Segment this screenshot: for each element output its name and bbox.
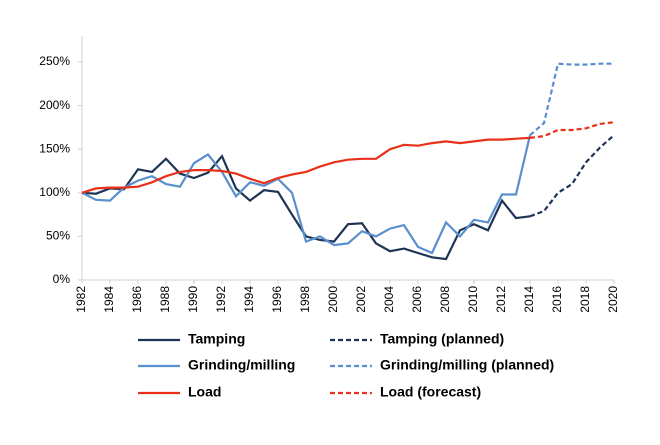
series-line [529, 121, 615, 139]
series-line [81, 154, 531, 261]
x-tick-label: 1992 [214, 286, 228, 313]
x-tick-label: 2014 [522, 286, 536, 313]
x-tick-label: 1990 [186, 286, 200, 313]
y-tick-label: 50% [46, 229, 70, 243]
series-line [529, 134, 615, 218]
y-tick-label: 150% [39, 141, 70, 155]
x-tick-label: 1996 [270, 286, 284, 313]
series-line [81, 134, 532, 255]
legend-label: Load (forecast) [380, 384, 481, 400]
x-tick-label: 2018 [578, 286, 592, 313]
x-tick-label: 1984 [102, 286, 116, 313]
legend-label: Grinding/milling [188, 357, 295, 373]
x-tick-label: 1982 [74, 286, 88, 313]
x-tick-label: 2012 [494, 286, 508, 313]
y-tick-label: 100% [39, 185, 70, 199]
series-line [529, 62, 614, 137]
legend-label: Tamping (planned) [380, 331, 504, 347]
x-tick-label: 1986 [130, 286, 144, 313]
x-tick-label: 2000 [326, 286, 340, 313]
x-tick-label: 1994 [242, 286, 256, 313]
x-tick-label: 2002 [354, 286, 368, 313]
y-tick-label: 200% [39, 98, 70, 112]
legend-label: Tamping [188, 331, 245, 347]
x-tick-label: 2010 [466, 286, 480, 313]
y-tick-label: 0% [53, 272, 71, 286]
x-tick-label: 1998 [298, 286, 312, 313]
x-tick-label: 2008 [438, 286, 452, 313]
x-tick-label: 1988 [158, 286, 172, 313]
y-tick-label: 250% [39, 54, 70, 68]
series-line [81, 136, 531, 194]
x-tick-label: 2004 [382, 286, 396, 313]
legend-label: Grinding/milling (planned) [380, 357, 554, 373]
x-tick-label: 2020 [606, 286, 620, 313]
x-tick-label: 2016 [550, 286, 564, 313]
legend-label: Load [188, 384, 221, 400]
x-tick-label: 2006 [410, 286, 424, 313]
